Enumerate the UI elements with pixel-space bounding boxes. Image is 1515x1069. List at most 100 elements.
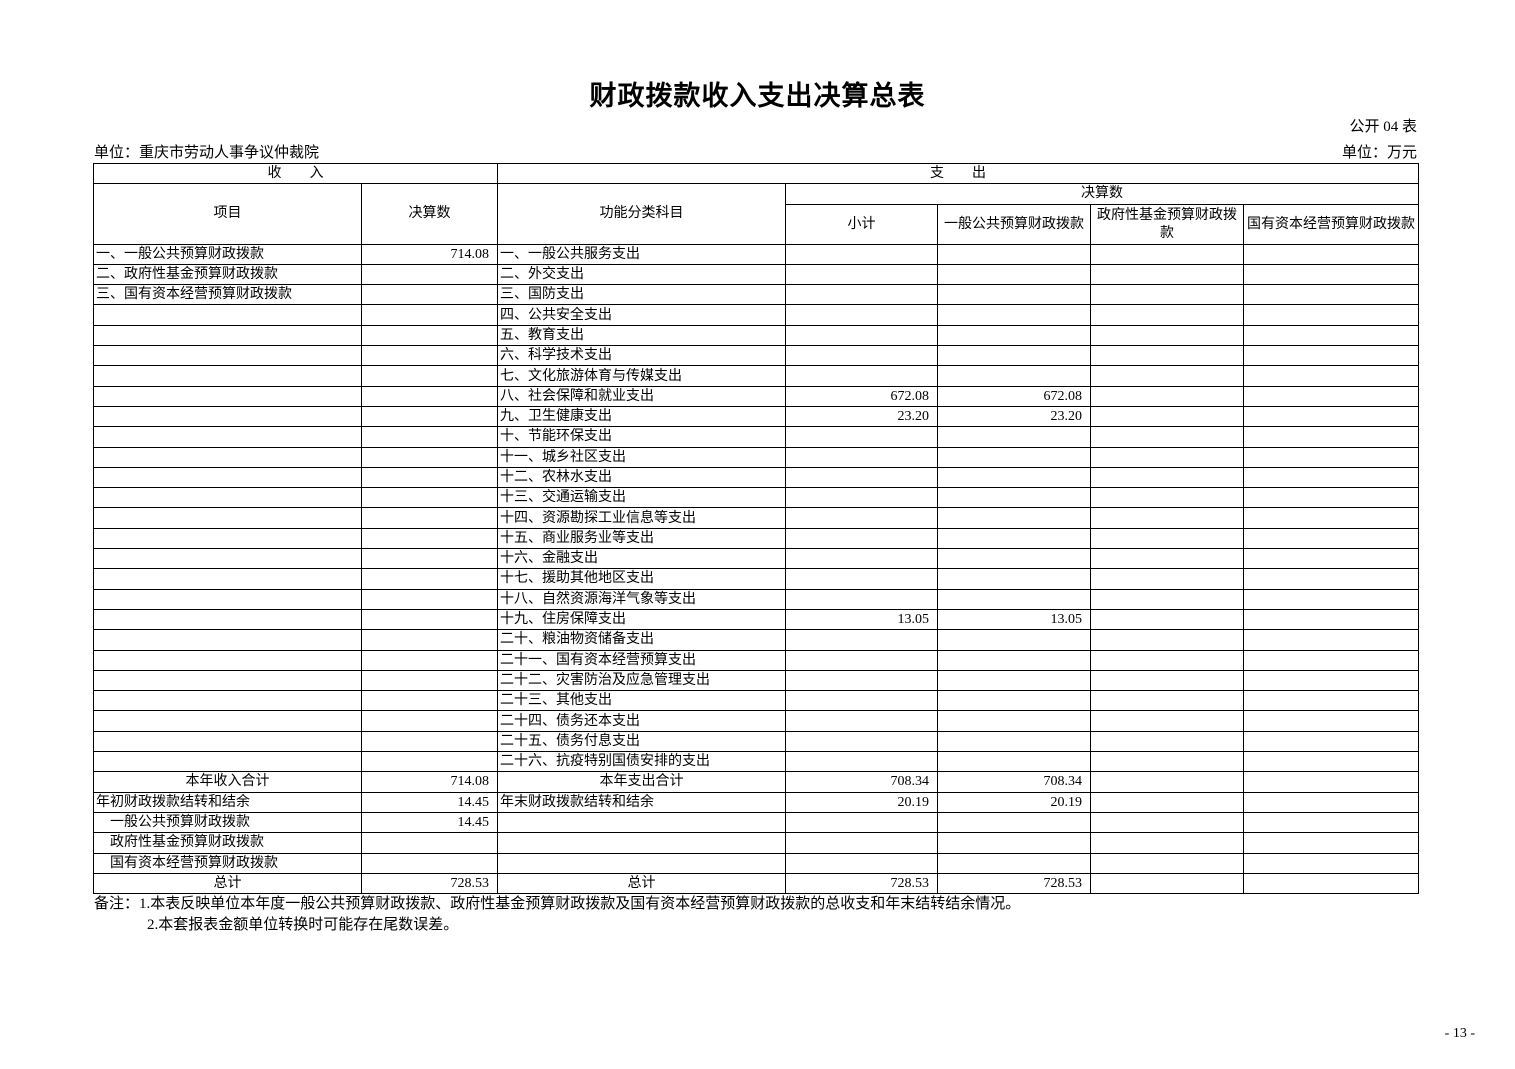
income-amount <box>361 385 498 407</box>
expense-item: 二十六、抗疫特别国债安排的支出 <box>497 751 786 773</box>
expense-subtotal <box>785 832 938 854</box>
expense-header: 支 出 <box>496 162 1420 185</box>
expense-state-capital <box>1242 608 1420 631</box>
amount-header: 决算数 <box>361 183 498 245</box>
expense-subtotal <box>785 669 938 692</box>
expense-item: 三、国防支出 <box>497 284 786 306</box>
expense-item: 九、卫生健康支出 <box>497 405 786 428</box>
note-2: 2.本套报表金额单位转换时可能存在尾数误差。 <box>147 917 459 933</box>
expense-state-capital <box>1242 243 1420 265</box>
form-number: 公开 04 表 <box>1349 119 1417 135</box>
expense-subtotal <box>785 466 938 489</box>
income-amount <box>361 568 498 590</box>
income-item <box>93 568 362 590</box>
income-amount <box>361 365 498 387</box>
expense-gov-fund <box>1090 263 1244 286</box>
income-amount <box>361 527 498 550</box>
expense-item: 十八、自然资源海洋气象等支出 <box>497 588 786 610</box>
income-item <box>93 751 362 773</box>
table-row: 十四、资源勘探工业信息等支出 <box>93 507 1420 529</box>
expense-subtotal: 23.20 <box>785 405 938 428</box>
expense-state-capital <box>1242 527 1420 550</box>
expense-subtotal <box>785 263 938 286</box>
expense-subtotal <box>785 446 938 468</box>
income-amount <box>361 304 498 326</box>
table-row: 十七、援助其他地区支出 <box>93 568 1420 590</box>
expense-item: 八、社会保障和就业支出 <box>497 385 786 407</box>
income-amount <box>361 466 498 489</box>
income-amount: 728.53 <box>361 872 498 895</box>
income-item: 一、一般公共预算财政拨款 <box>93 243 362 265</box>
expense-item: 二十、粮油物资储备支出 <box>497 629 786 651</box>
expense-state-capital <box>1242 345 1420 367</box>
note-1: 备注：1.本表反映单位本年度一般公共预算财政拨款、政府性基金预算财政拨款及国有资… <box>94 896 1021 912</box>
expense-general-budget <box>937 426 1091 448</box>
income-amount <box>361 284 498 306</box>
expense-item: 十、节能环保支出 <box>497 426 786 448</box>
expense-gov-fund <box>1090 751 1244 773</box>
income-item <box>93 507 362 529</box>
expense-item: 十七、援助其他地区支出 <box>497 568 786 590</box>
table-row: 本年收入合计 714.08 本年支出合计 708.34 708.34 <box>93 771 1420 793</box>
expense-subtotal <box>785 710 938 732</box>
expense-state-capital <box>1242 284 1420 306</box>
expense-item: 一、一般公共服务支出 <box>497 243 786 265</box>
expense-subtotal <box>785 588 938 610</box>
expense-gov-fund <box>1090 426 1244 448</box>
expense-state-capital <box>1242 872 1420 895</box>
expense-subtotal: 672.08 <box>785 385 938 407</box>
expense-general-budget <box>937 669 1091 692</box>
income-amount <box>361 263 498 286</box>
table-row: 四、公共安全支出 <box>93 304 1420 326</box>
table-row: 十八、自然资源海洋气象等支出 <box>93 588 1420 610</box>
expense-subtotal <box>785 852 938 874</box>
page-number: - 13 - <box>1444 1026 1475 1041</box>
expense-state-capital <box>1242 751 1420 773</box>
expense-gov-fund <box>1090 345 1244 367</box>
table-row: 一般公共预算财政拨款 14.45 <box>93 811 1420 834</box>
expense-general-budget: 13.05 <box>937 608 1091 631</box>
income-amount <box>361 446 498 468</box>
income-amount <box>361 588 498 610</box>
expense-general-budget <box>937 263 1091 286</box>
expense-item: 十二、农林水支出 <box>497 466 786 489</box>
income-amount <box>361 405 498 428</box>
table-row: 二十五、债务付息支出 <box>93 730 1420 753</box>
expense-gov-fund <box>1090 669 1244 692</box>
income-amount: 14.45 <box>361 811 498 834</box>
income-amount <box>361 751 498 773</box>
income-amount: 714.08 <box>361 243 498 265</box>
expense-state-capital <box>1242 649 1420 671</box>
expense-state-capital <box>1242 446 1420 468</box>
expense-gov-fund <box>1090 649 1244 671</box>
income-item: 政府性基金预算财政拨款 <box>93 832 362 854</box>
expense-gov-fund <box>1090 730 1244 753</box>
gov-fund-header: 政府性基金预算财政拨款 <box>1090 203 1244 245</box>
expense-general-budget <box>937 487 1091 509</box>
expense-gov-fund <box>1090 771 1244 793</box>
income-amount <box>361 832 498 854</box>
income-amount: 14.45 <box>361 791 498 813</box>
table-row: 一、一般公共预算财政拨款 714.08 一、一般公共服务支出 <box>93 243 1420 265</box>
table-row: 十六、金融支出 <box>93 548 1420 570</box>
expense-subtotal <box>785 365 938 387</box>
income-item <box>93 690 362 712</box>
expense-item: 总计 <box>497 872 786 895</box>
expense-subtotal <box>785 730 938 753</box>
expense-item: 十六、金融支出 <box>497 548 786 570</box>
income-item: 本年收入合计 <box>93 771 362 793</box>
expense-gov-fund <box>1090 405 1244 428</box>
expense-item: 六、科学技术支出 <box>497 345 786 367</box>
expense-subtotal <box>785 548 938 570</box>
income-item <box>93 426 362 448</box>
expense-item <box>497 811 786 834</box>
expense-state-capital <box>1242 710 1420 732</box>
expense-state-capital <box>1242 730 1420 753</box>
expense-subtotal <box>785 649 938 671</box>
expense-general-budget <box>937 811 1091 834</box>
income-item <box>93 588 362 610</box>
expense-general-budget <box>937 832 1091 854</box>
function-category-header: 功能分类科目 <box>497 183 786 245</box>
income-item: 年初财政拨款结转和结余 <box>93 791 362 813</box>
income-item <box>93 345 362 367</box>
